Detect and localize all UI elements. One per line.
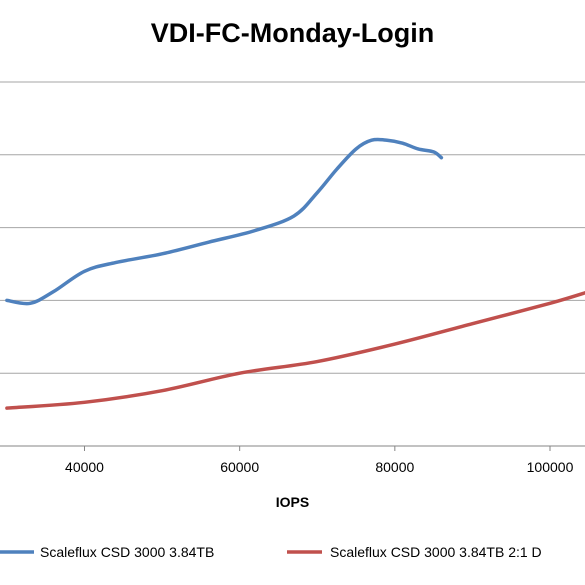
chart-title: VDI-FC-Monday-Login <box>150 18 435 48</box>
x-tick-label: 60000 <box>220 459 259 475</box>
x-tick-label: 40000 <box>65 459 104 475</box>
x-axis-label: IOPS <box>275 494 310 510</box>
legend-label-1: Scaleflux CSD 3000 3.84TB <box>40 544 214 560</box>
series-line-2 <box>5 291 585 410</box>
legend-label-2: Scaleflux CSD 3000 3.84TB 2:1 D <box>330 544 542 560</box>
x-tick-label: 100000 <box>527 459 574 475</box>
x-tick-label: 80000 <box>375 459 414 475</box>
series-line-1 <box>5 137 444 306</box>
